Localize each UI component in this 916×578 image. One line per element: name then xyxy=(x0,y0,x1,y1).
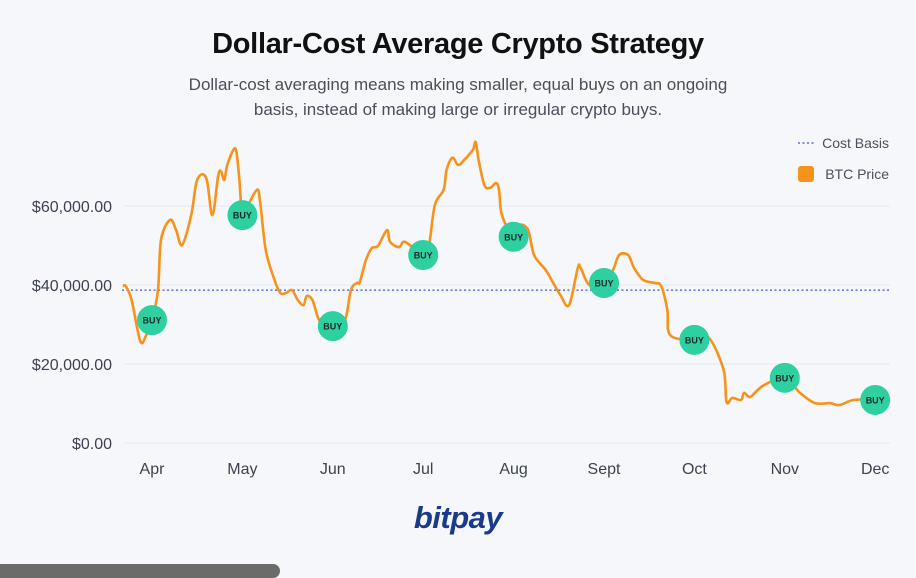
x-tick-label: Aug xyxy=(499,461,527,478)
buy-marker xyxy=(589,268,619,299)
buy-marker-label: BUY xyxy=(323,322,342,332)
legend-cost-basis-label: Cost Basis xyxy=(822,135,889,151)
legend-btc-price-label: BTC Price xyxy=(825,166,889,182)
buy-marker xyxy=(408,239,439,270)
buy-marker-label: BUY xyxy=(685,335,704,345)
buy-marker xyxy=(679,324,710,355)
buy-marker-label: BUY xyxy=(775,373,794,383)
buy-marker xyxy=(498,221,529,252)
x-tick-label: Oct xyxy=(682,461,707,478)
buy-marker-label: BUY xyxy=(504,232,523,242)
y-tick-label: $40,000.00 xyxy=(32,278,112,295)
buy-marker xyxy=(317,311,348,342)
y-tick-label: $60,000.00 xyxy=(32,199,112,216)
x-tick-label: Nov xyxy=(771,461,799,478)
horizontal-scrollbar[interactable] xyxy=(0,564,280,578)
y-tick-label: $20,000.00 xyxy=(32,357,112,374)
x-tick-label: Sept xyxy=(588,461,621,478)
x-tick-label: Apr xyxy=(140,461,166,478)
bitpay-logo: bitpay xyxy=(413,500,503,535)
buy-marker-label: BUY xyxy=(594,279,613,289)
buy-marker xyxy=(860,384,891,415)
buy-marker xyxy=(769,362,800,393)
chart-subtitle: Dollar-cost averaging means making small… xyxy=(188,75,728,119)
btc-price-line xyxy=(122,140,876,407)
y-tick-label: $0.00 xyxy=(72,436,112,453)
buy-marker-label: BUY xyxy=(866,395,885,405)
buy-marker xyxy=(227,200,258,231)
x-tick-label: May xyxy=(227,461,257,478)
x-tick-label: Jul xyxy=(413,461,433,478)
buy-marker xyxy=(137,305,167,336)
x-tick-label: Jun xyxy=(320,461,346,478)
x-tick-label: Dec xyxy=(861,461,889,478)
buy-marker-label: BUY xyxy=(233,211,252,221)
buy-marker-label: BUY xyxy=(142,316,161,326)
legend-btc-price-icon xyxy=(798,166,814,182)
buy-marker-label: BUY xyxy=(414,250,433,260)
chart-title: Dollar-Cost Average Crypto Strategy xyxy=(212,28,704,60)
